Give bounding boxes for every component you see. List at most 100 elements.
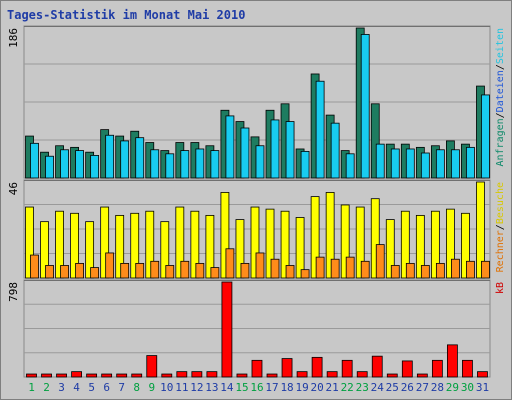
bar-kb-9 bbox=[146, 355, 158, 378]
bar-rechner-10 bbox=[165, 265, 175, 279]
bar-besuche-25 bbox=[385, 219, 395, 279]
bar-besuche-17 bbox=[265, 208, 275, 279]
side-legend-kb: kB bbox=[495, 282, 506, 294]
bar-dateien-1 bbox=[30, 142, 39, 179]
x-tick-14: 14 bbox=[220, 381, 234, 394]
x-tick-4: 4 bbox=[73, 381, 80, 394]
bar-rechner-6 bbox=[105, 252, 115, 279]
bar-dateien-4 bbox=[75, 150, 84, 179]
bar-kb-4 bbox=[71, 371, 82, 378]
bar-dateien-17 bbox=[270, 119, 280, 179]
bar-rechner-18 bbox=[285, 265, 295, 279]
side-legend-anfragen: Anfragen bbox=[495, 118, 506, 166]
bar-kb-6 bbox=[101, 373, 113, 378]
x-tick-24: 24 bbox=[371, 381, 385, 394]
x-tick-22: 22 bbox=[341, 381, 354, 394]
x-tick-25: 25 bbox=[386, 381, 399, 394]
bar-dateien-10 bbox=[165, 153, 175, 179]
bar-kb-24 bbox=[371, 355, 383, 378]
bar-rechner-11 bbox=[180, 260, 190, 279]
bar-rechner-8 bbox=[135, 262, 145, 279]
bar-rechner-9 bbox=[150, 260, 160, 279]
bar-rechner-4 bbox=[75, 262, 84, 279]
bar-dateien-11 bbox=[180, 150, 190, 179]
side-legend-seiten: Seiten bbox=[495, 28, 506, 64]
side-legend-top: Anfragen/Dateien/Seiten bbox=[495, 28, 506, 167]
side-legend-separator: / bbox=[495, 64, 506, 70]
x-tick-12: 12 bbox=[190, 381, 203, 394]
bar-kb-2 bbox=[41, 373, 52, 378]
side-legend-bottom: kB bbox=[495, 282, 506, 294]
bar-dateien-23 bbox=[360, 34, 370, 179]
bar-rechner-1 bbox=[30, 254, 39, 279]
side-legend-rechner: Rechner bbox=[495, 230, 506, 272]
bar-besuche-5 bbox=[85, 221, 95, 279]
bar-dateien-26 bbox=[405, 148, 415, 179]
x-tick-17: 17 bbox=[265, 381, 278, 394]
x-tick-9: 9 bbox=[148, 381, 155, 394]
bar-besuche-13 bbox=[205, 214, 215, 279]
bar-kb-21 bbox=[326, 371, 338, 378]
bar-dateien-9 bbox=[150, 149, 160, 179]
bar-dateien-14 bbox=[225, 115, 235, 179]
bar-besuche-21 bbox=[325, 192, 335, 279]
bar-rechner-14 bbox=[225, 248, 235, 279]
bar-rechner-3 bbox=[60, 265, 69, 279]
bar-besuche-30 bbox=[461, 212, 470, 279]
side-legend-separator: / bbox=[495, 224, 506, 230]
bar-besuche-27 bbox=[415, 214, 425, 279]
bar-kb-19 bbox=[296, 371, 308, 378]
bar-besuche-3 bbox=[55, 210, 64, 279]
bar-dateien-6 bbox=[105, 134, 115, 179]
x-tick-2: 2 bbox=[43, 381, 50, 394]
bar-dateien-29 bbox=[451, 149, 460, 179]
bar-kb-11 bbox=[176, 371, 188, 378]
bar-kb-23 bbox=[356, 371, 368, 378]
bar-besuche-16 bbox=[250, 206, 260, 279]
bar-besuche-14 bbox=[220, 192, 230, 279]
bar-dateien-15 bbox=[240, 127, 250, 179]
side-legend-besuche: Besuche bbox=[495, 182, 506, 224]
bar-kb-22 bbox=[341, 359, 353, 378]
x-tick-6: 6 bbox=[103, 381, 110, 394]
bar-dateien-25 bbox=[390, 148, 400, 179]
bar-dateien-18 bbox=[285, 121, 295, 179]
bar-rechner-24 bbox=[375, 244, 385, 279]
bar-rechner-27 bbox=[420, 265, 430, 279]
bar-besuche-7 bbox=[115, 214, 125, 279]
bar-rechner-12 bbox=[195, 262, 205, 279]
bar-rechner-19 bbox=[300, 269, 310, 279]
bar-kb-25 bbox=[386, 373, 398, 378]
bar-besuche-23 bbox=[355, 206, 365, 279]
x-tick-10: 10 bbox=[160, 381, 173, 394]
x-tick-29: 29 bbox=[446, 381, 459, 394]
bar-besuche-9 bbox=[145, 210, 155, 279]
bar-kb-26 bbox=[401, 360, 413, 378]
x-tick-30: 30 bbox=[461, 381, 474, 394]
bar-kb-20 bbox=[311, 356, 323, 378]
bar-besuche-22 bbox=[340, 204, 350, 279]
bar-kb-29 bbox=[447, 344, 458, 378]
x-tick-16: 16 bbox=[250, 381, 263, 394]
x-tick-15: 15 bbox=[235, 381, 248, 394]
bar-besuche-26 bbox=[400, 210, 410, 279]
bar-kb-7 bbox=[116, 373, 128, 378]
bar-kb-10 bbox=[161, 373, 173, 378]
side-legend-separator: / bbox=[495, 112, 506, 118]
bar-kb-15 bbox=[236, 373, 248, 378]
bar-rechner-13 bbox=[210, 267, 220, 279]
bar-dateien-20 bbox=[315, 80, 325, 179]
bar-kb-3 bbox=[56, 373, 67, 378]
bar-besuche-18 bbox=[280, 210, 290, 279]
bar-besuche-2 bbox=[40, 221, 49, 279]
bar-kb-5 bbox=[86, 373, 98, 378]
bar-kb-31 bbox=[477, 371, 488, 378]
x-tick-23: 23 bbox=[356, 381, 369, 394]
x-tick-31: 31 bbox=[476, 381, 489, 394]
x-tick-1: 1 bbox=[28, 381, 35, 394]
bar-kb-30 bbox=[462, 359, 473, 378]
bar-dateien-16 bbox=[255, 145, 265, 179]
x-tick-18: 18 bbox=[280, 381, 293, 394]
bar-besuche-8 bbox=[130, 212, 140, 279]
bar-besuche-4 bbox=[70, 212, 79, 279]
